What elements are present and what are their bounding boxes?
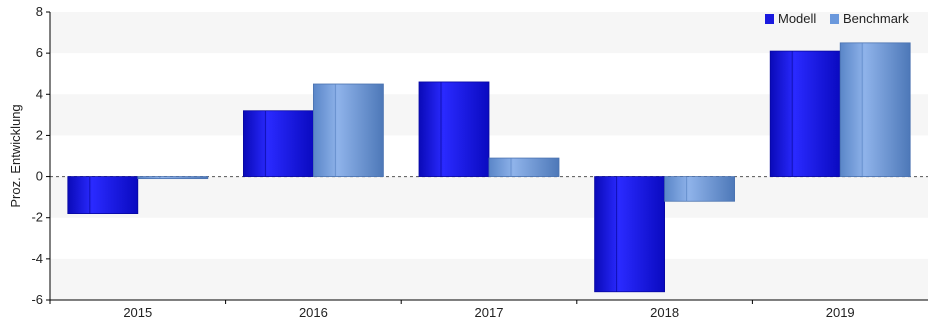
x-tick-labels: 2015 2016 2017 2018 2019 bbox=[49, 300, 855, 320]
legend-swatch bbox=[830, 14, 839, 24]
x-tick-label: 2019 bbox=[826, 305, 855, 320]
bar-rect bbox=[594, 176, 665, 293]
y-tick-labels: 8 6 4 2 0 -2 -4 -6 bbox=[31, 4, 50, 307]
x-tick-label: 2015 bbox=[123, 305, 152, 320]
y-tick-label: -2 bbox=[31, 210, 43, 225]
bar-rect bbox=[242, 110, 314, 177]
grid-band bbox=[50, 176, 928, 218]
bar-rect bbox=[769, 50, 841, 177]
y-tick-label: 0 bbox=[36, 169, 43, 184]
y-tick-label: -4 bbox=[31, 251, 43, 266]
y-tick-label: -6 bbox=[31, 292, 43, 307]
bar-modell-2018 bbox=[594, 176, 665, 293]
bar-modell-2017 bbox=[418, 81, 490, 177]
legend: Modell Benchmark bbox=[765, 11, 909, 26]
y-tick-label: 4 bbox=[36, 86, 43, 101]
grid-band bbox=[50, 258, 928, 300]
legend-swatch bbox=[765, 14, 774, 24]
bar-benchmark-2015 bbox=[137, 176, 209, 180]
y-tick-label: 6 bbox=[36, 45, 43, 60]
bar-rect bbox=[418, 81, 490, 177]
bar-modell-2019 bbox=[769, 50, 841, 177]
y-axis-title: Proz. Entwicklung bbox=[8, 104, 23, 207]
bar-modell-2015 bbox=[67, 176, 139, 214]
grid-band bbox=[50, 12, 928, 54]
bar-benchmark-2018 bbox=[664, 176, 735, 202]
bar-modell-2016 bbox=[242, 110, 314, 177]
bars-group bbox=[67, 42, 911, 293]
legend-item-benchmark: Benchmark bbox=[830, 11, 909, 26]
bar-rect bbox=[137, 176, 209, 180]
bar-benchmark-2017 bbox=[488, 157, 560, 177]
legend-item-modell: Modell bbox=[765, 11, 816, 26]
x-tick-label: 2017 bbox=[475, 305, 504, 320]
axes-group bbox=[49, 12, 928, 301]
legend-label: Benchmark bbox=[843, 11, 909, 26]
bar-rect bbox=[67, 176, 139, 214]
bar-benchmark-2019 bbox=[839, 42, 911, 177]
x-tick-label: 2018 bbox=[650, 305, 679, 320]
bar-benchmark-2016 bbox=[312, 83, 384, 177]
bar-rect bbox=[839, 42, 911, 177]
x-tick-label: 2016 bbox=[299, 305, 328, 320]
y-tick-label: 8 bbox=[36, 4, 43, 19]
bar-rect bbox=[488, 157, 560, 177]
bar-rect bbox=[312, 83, 384, 177]
bar-rect bbox=[664, 176, 735, 202]
y-tick-label: 2 bbox=[36, 127, 43, 142]
legend-label: Modell bbox=[778, 11, 816, 26]
